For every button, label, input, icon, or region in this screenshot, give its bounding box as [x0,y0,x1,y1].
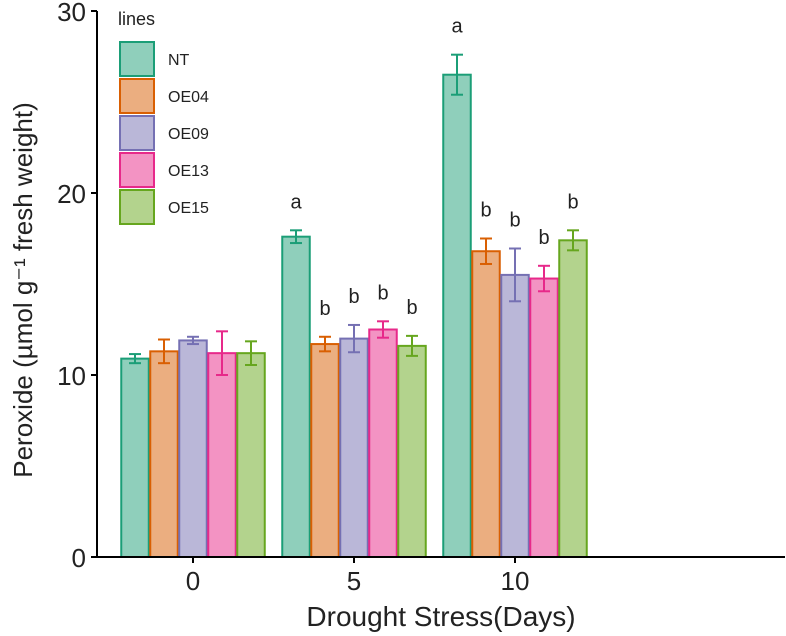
bar-nt-day-10 [442,73,472,558]
bar-oe13-day-0 [207,352,237,558]
legend-label: OE04 [168,89,209,106]
legend-title: lines [118,9,155,29]
significance-letter: b [480,200,491,222]
legend-label: OE09 [168,126,209,143]
legend-swatch-oe15 [119,189,155,225]
x-tick-label: 10 [501,566,530,596]
significance-letter: b [567,191,578,213]
x-tick-label: 0 [186,566,200,596]
legend-swatch-oe04 [119,78,155,114]
legend-label: NT [168,52,190,69]
bar-oe13-day-5 [368,328,398,558]
legend-swatch-oe13 [119,152,155,188]
significance-letter: b [509,210,520,232]
legend-label: OE13 [168,163,209,180]
significance-letter: b [348,286,359,308]
bar-oe09-day-5 [339,337,369,558]
bar-oe04-day-0 [149,350,179,558]
bar-oe13-day-10 [529,277,559,558]
y-axis-title: Peroxide (µmol g⁻¹ fresh weight) [8,102,38,478]
bar-nt-day-0 [120,357,150,558]
x-axis-title: Drought Stress(Days) [306,601,575,632]
legend: lines NT OE04 OE09 OE13 OE15 [118,9,209,225]
significance-letter: b [377,282,388,304]
legend-label: OE15 [168,200,209,217]
ticks-layer: 0 10 20 30 0 5 10 [57,0,529,596]
significance-letter: a [290,191,302,213]
significance-letter: b [406,297,417,319]
legend-swatch-nt [119,41,155,77]
significance-letter: a [451,16,463,38]
bar-oe04-day-5 [310,343,340,558]
y-tick-label: 10 [57,361,86,391]
x-tick-label: 5 [347,566,361,596]
bar-oe15-day-10 [558,239,588,558]
bar-oe15-day-0 [236,352,266,558]
legend-swatch-oe09 [119,115,155,151]
bar-oe15-day-5 [397,344,427,558]
bar-oe09-day-10 [500,273,530,558]
axes-layer [96,11,785,558]
bar-oe04-day-10 [471,250,501,559]
bar-nt-day-5 [281,235,311,558]
y-tick-label: 0 [72,543,86,573]
y-tick-label: 30 [57,0,86,27]
y-tick-label: 20 [57,179,86,209]
significance-letter: b [538,227,549,249]
significance-letter: b [319,298,330,320]
bar-oe09-day-0 [178,339,208,559]
